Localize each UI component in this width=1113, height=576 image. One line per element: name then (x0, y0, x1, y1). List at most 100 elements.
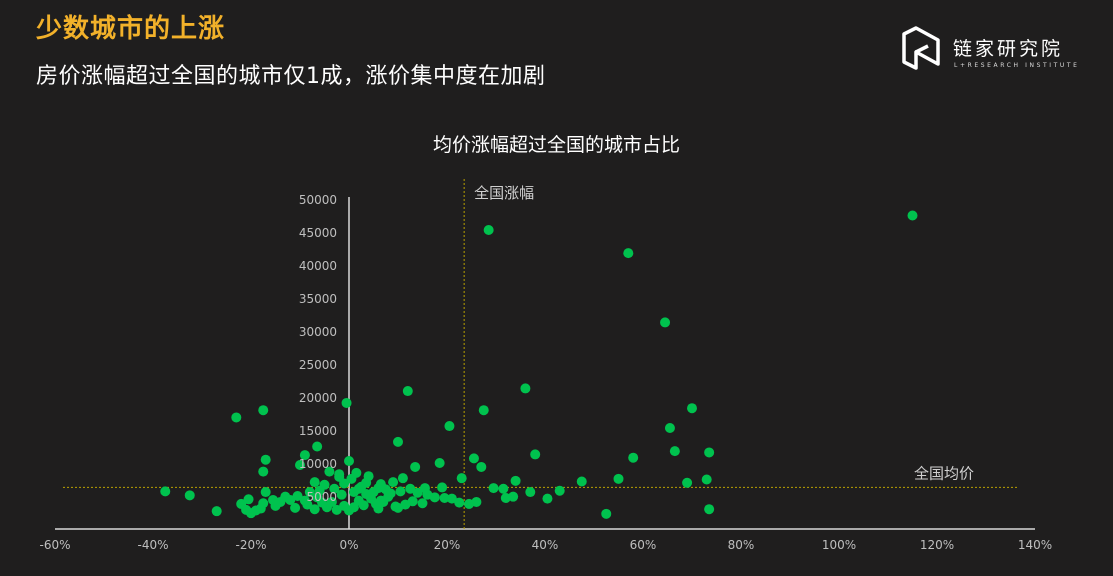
x-tick-label: 20% (434, 538, 461, 552)
chart-points (160, 210, 918, 519)
city-point (454, 497, 465, 508)
city-point (488, 483, 499, 494)
city-point (329, 483, 340, 494)
y-tick-label: 10000 (299, 457, 337, 471)
city-point (351, 467, 362, 478)
city-point (704, 504, 715, 515)
y-tick-label: 45000 (299, 226, 337, 240)
city-point (542, 493, 553, 504)
city-point (907, 210, 918, 221)
city-point (363, 471, 374, 482)
x-tick-label: 80% (728, 538, 755, 552)
city-point (184, 490, 195, 501)
x-tick-label: 60% (630, 538, 657, 552)
city-point (331, 504, 342, 515)
y-tick-label: 15000 (299, 424, 337, 438)
city-point (412, 487, 423, 498)
city-point (434, 458, 445, 468)
city-point (687, 403, 697, 414)
city-point (576, 476, 587, 487)
national-growth-label: 全国涨幅 (474, 184, 534, 202)
x-tick-label: 140% (1018, 538, 1052, 552)
city-point (324, 466, 335, 477)
city-point (395, 486, 406, 497)
y-tick-label: 50000 (299, 193, 337, 207)
city-point (417, 498, 428, 509)
city-point (393, 502, 403, 513)
brand-name: 链家研究院 (953, 38, 1064, 60)
city-point (525, 487, 536, 498)
city-point (260, 487, 271, 498)
city-point (405, 483, 416, 494)
city-point (373, 503, 384, 514)
city-point (530, 449, 541, 460)
brand-logo: 链家研究院 L+RESEARCH INSTITUTE (898, 26, 1088, 76)
city-point (260, 454, 271, 465)
city-point (344, 456, 354, 467)
city-point (437, 482, 448, 493)
city-point (295, 459, 305, 470)
city-point (250, 505, 261, 516)
city-point (471, 496, 482, 507)
city-point (388, 477, 399, 488)
x-tick-label: -20% (235, 538, 266, 552)
city-point (476, 461, 487, 472)
city-point (317, 497, 328, 508)
city-point (664, 423, 675, 434)
city-point (701, 474, 712, 485)
city-point (309, 477, 320, 488)
city-point (429, 492, 440, 503)
reference-lines (63, 179, 1017, 529)
x-tick-label: 0% (339, 538, 358, 552)
city-point (520, 383, 531, 394)
city-point (326, 496, 337, 507)
city-point (500, 492, 511, 503)
x-tick-label: 100% (822, 538, 856, 552)
city-point (444, 421, 455, 432)
city-point (319, 479, 330, 490)
city-point (334, 469, 345, 480)
brand-mark-icon (902, 26, 940, 70)
city-point (312, 441, 323, 452)
city-point (299, 450, 310, 461)
city-point (268, 494, 279, 505)
city-point (393, 436, 403, 447)
city-point (353, 483, 364, 494)
city-point (375, 495, 386, 506)
city-point (243, 494, 254, 505)
city-point (478, 405, 489, 416)
y-tick-label: 30000 (299, 325, 337, 339)
city-point (341, 397, 352, 408)
national-average-price-label: 全国均价 (914, 464, 974, 482)
chart-axes (55, 197, 1035, 530)
city-point (446, 493, 457, 504)
city-point (211, 506, 222, 517)
city-point (456, 473, 467, 484)
city-point (439, 492, 450, 503)
city-point (280, 491, 291, 502)
chart-tick-labels: -60% -40% -20% 0% 20% 40% 60% 80% 100% 120% 140% 50… (39, 184, 1052, 552)
city-point (160, 486, 171, 497)
brand-tagline: L+RESEARCH INSTITUTE (954, 62, 1080, 69)
city-point (258, 466, 269, 477)
city-point (397, 473, 408, 484)
x-tick-label: -60% (39, 538, 70, 552)
y-tick-label: 5000 (306, 490, 337, 504)
chart-title: 均价涨幅超过全国的城市占比 (432, 134, 680, 156)
city-point (302, 499, 313, 510)
city-point (660, 317, 671, 328)
x-tick-label: -40% (137, 538, 168, 552)
city-point (258, 405, 269, 416)
city-point (628, 452, 639, 463)
x-tick-label: 120% (920, 538, 954, 552)
city-point (601, 508, 612, 519)
city-point (309, 504, 320, 515)
city-point (669, 446, 680, 457)
city-point (361, 489, 372, 500)
city-point (498, 483, 509, 494)
city-point (682, 477, 693, 488)
city-point (383, 491, 394, 502)
city-point (510, 475, 521, 486)
city-point (623, 248, 634, 259)
